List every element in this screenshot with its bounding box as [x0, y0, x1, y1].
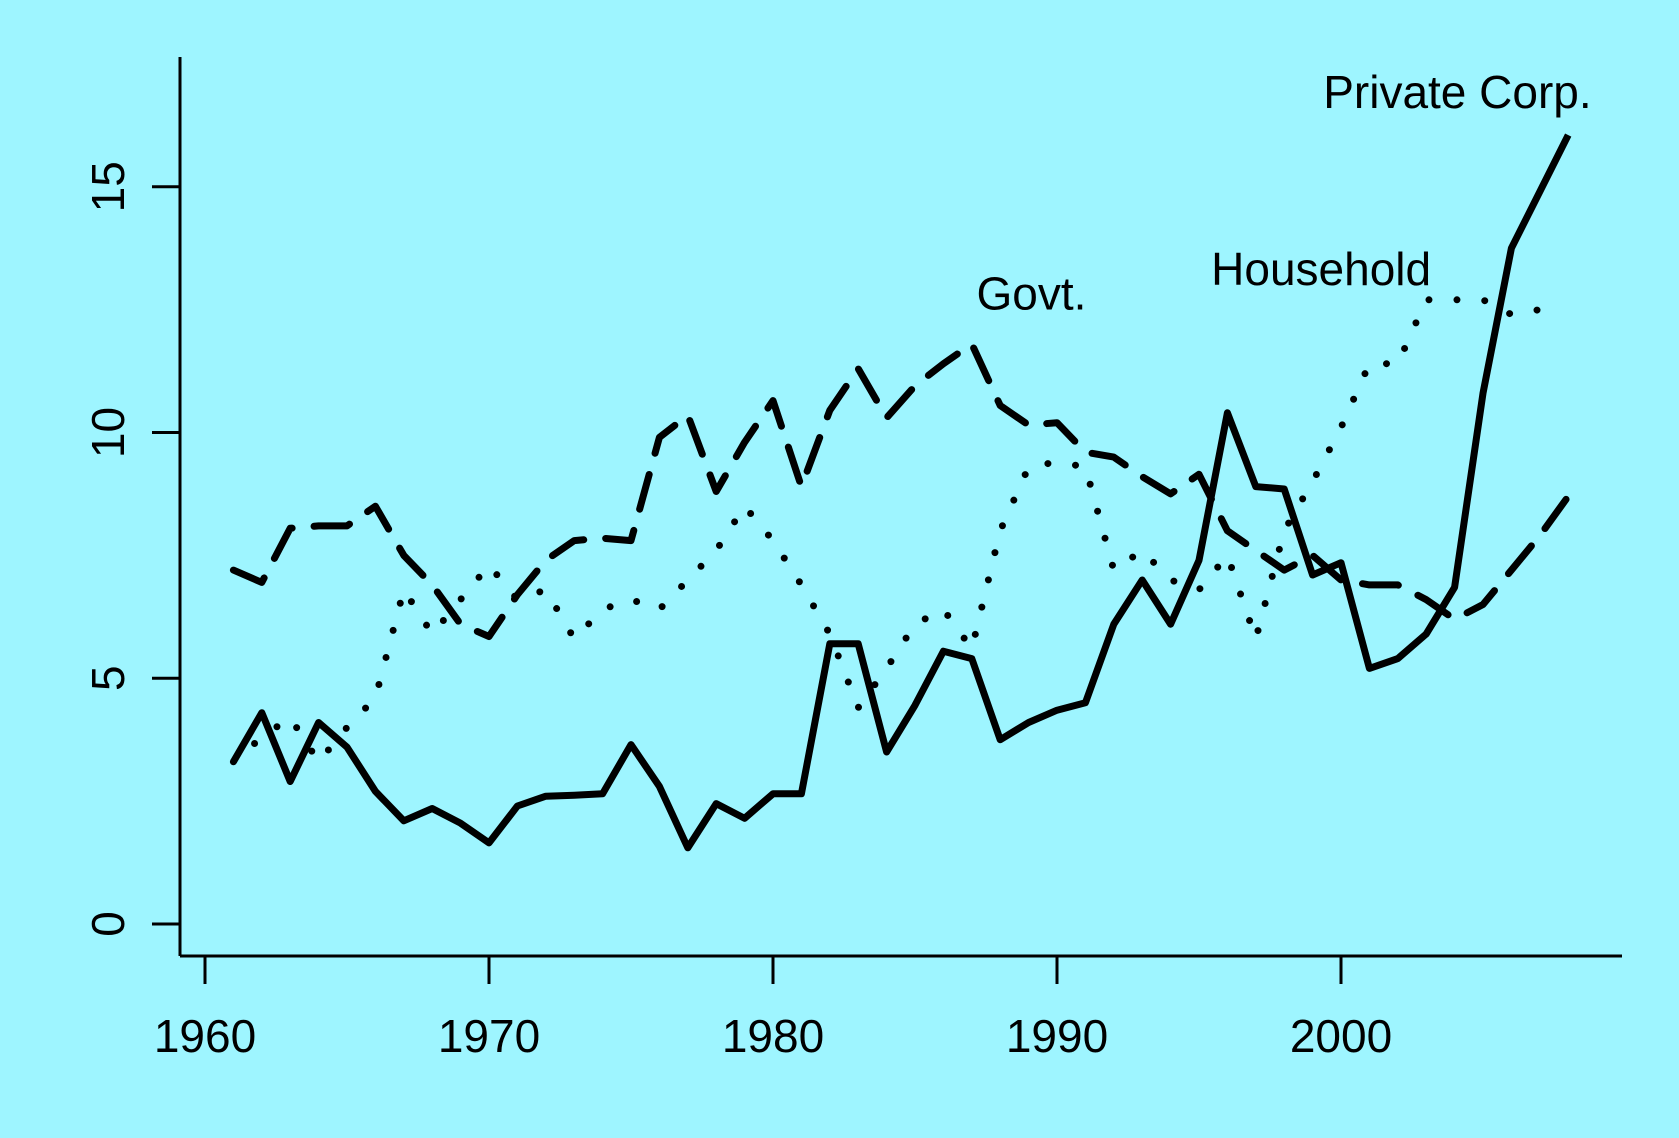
series-annotations: Private Corp. Household Govt.	[976, 66, 1591, 320]
y-tick-label: 10	[82, 407, 134, 458]
y-tick-label: 0	[82, 911, 134, 937]
series-label-household: Household	[1211, 243, 1431, 295]
y-tick-label: 5	[82, 665, 134, 691]
y-axis-ticks: 0 5 10 15	[82, 161, 180, 937]
series-line-govt	[229, 340, 1572, 640]
x-tick-label: 1970	[438, 1010, 540, 1062]
x-tick-label: 1960	[154, 1010, 256, 1062]
x-tick-label: 2000	[1290, 1010, 1392, 1062]
series-lines	[229, 133, 1572, 852]
series-line-private-corp	[230, 133, 1572, 852]
series-label-govt: Govt.	[976, 268, 1086, 320]
series-label-private-corp: Private Corp.	[1323, 66, 1591, 118]
x-axis-ticks: 1960 1970 1980 1990 2000	[154, 956, 1392, 1062]
x-tick-label: 1990	[1006, 1010, 1108, 1062]
y-tick-label: 15	[82, 161, 134, 212]
x-tick-label: 1980	[722, 1010, 824, 1062]
